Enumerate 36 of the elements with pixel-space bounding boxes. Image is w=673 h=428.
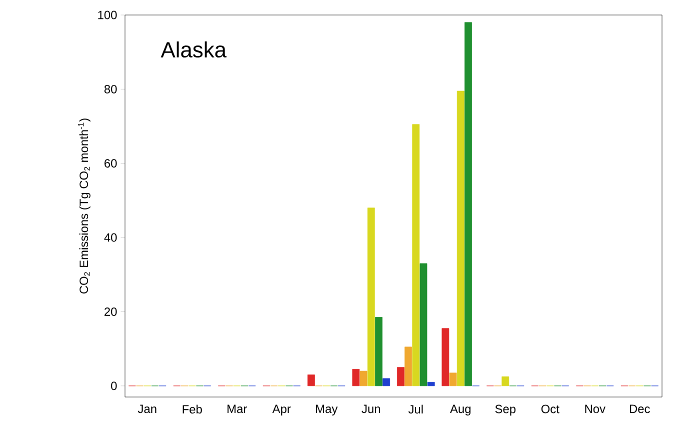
y-tick-label: 60 (104, 159, 117, 168)
bar (404, 346, 412, 386)
x-tick-label: Jun (362, 404, 380, 414)
y-tick-label: 40 (104, 233, 117, 242)
x-tick-label: May (316, 404, 338, 416)
bar (307, 374, 315, 386)
bar (427, 382, 435, 386)
text: Alaska (160, 41, 227, 58)
bar (502, 376, 510, 386)
bar (420, 263, 428, 386)
y-tick-label: 100 (98, 10, 117, 20)
x-tick-label: Mar (228, 404, 247, 414)
y-tick-label: 80 (104, 84, 117, 94)
y-tick-label: 0 (111, 382, 117, 390)
bar (442, 328, 450, 386)
bar (449, 372, 457, 386)
x-tick-label: Jul (408, 404, 423, 414)
x-tick-label: Oct (541, 404, 560, 414)
y-tick-label: 20 (104, 307, 117, 316)
bar (456, 90, 464, 386)
bar (360, 370, 368, 386)
bar (464, 22, 472, 386)
bar (375, 317, 382, 386)
bar (382, 378, 390, 386)
x-tick-label: Jan (138, 404, 156, 414)
x-tick-label: Aug (450, 404, 470, 416)
bar (352, 368, 360, 386)
x-tick-label: Feb (182, 404, 202, 414)
bar (367, 208, 375, 386)
x-tick-label: Nov (585, 404, 606, 414)
x-tick-label: Apr (272, 404, 291, 416)
x-tick-label: Dec (630, 404, 650, 414)
bar (412, 124, 420, 386)
bar (396, 367, 404, 386)
x-tick-label: Sep (495, 404, 516, 416)
y-axis-title: CO$_{2}$ Emissions (Tg CO$_{2}$ month$^{-1}$) (78, 118, 90, 294)
